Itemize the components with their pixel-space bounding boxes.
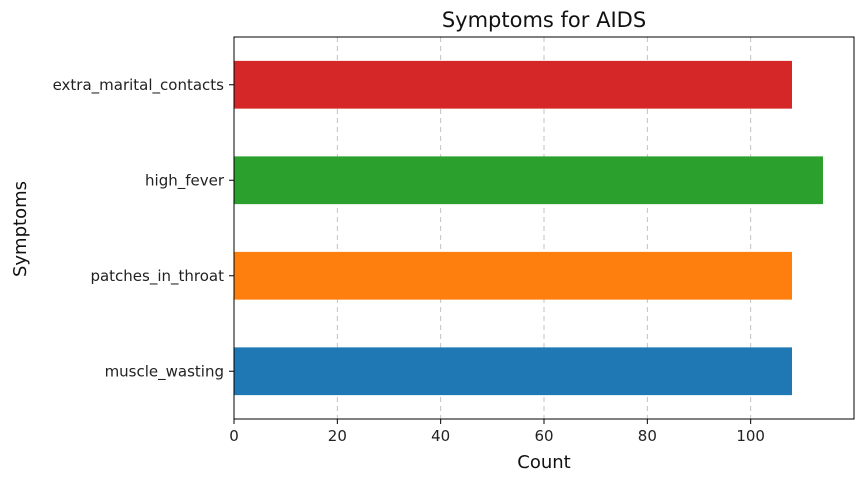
bars — [234, 60, 823, 396]
x-tick-label-60: 60 — [534, 427, 553, 445]
y-tick-label-patches-in-throat: patches_in_throat — [90, 267, 224, 286]
bar-extra-marital-contacts — [234, 60, 792, 109]
y-tick-label-extra-marital-contacts: extra_marital_contacts — [53, 76, 225, 95]
x-axis-ticks: 0 20 40 60 80 100 — [229, 419, 765, 445]
bar-patches-in-throat — [234, 251, 792, 300]
x-tick-label-80: 80 — [638, 427, 657, 445]
bar-muscle-wasting — [234, 347, 792, 396]
chart-title: Symptoms for AIDS — [442, 8, 646, 32]
x-tick-label-40: 40 — [431, 427, 450, 445]
x-tick-label-0: 0 — [229, 427, 239, 445]
x-tick-label-20: 20 — [328, 427, 347, 445]
x-tick-label-100: 100 — [736, 427, 765, 445]
x-axis-label: Count — [517, 452, 570, 473]
y-axis-label: Symptoms — [10, 181, 31, 277]
y-tick-label-muscle-wasting: muscle_wasting — [105, 362, 224, 381]
y-tick-label-high-fever: high_fever — [145, 171, 225, 190]
y-axis-ticks: muscle_wasting patches_in_throat high_feve… — [53, 76, 234, 381]
bar-high-fever — [234, 156, 823, 205]
